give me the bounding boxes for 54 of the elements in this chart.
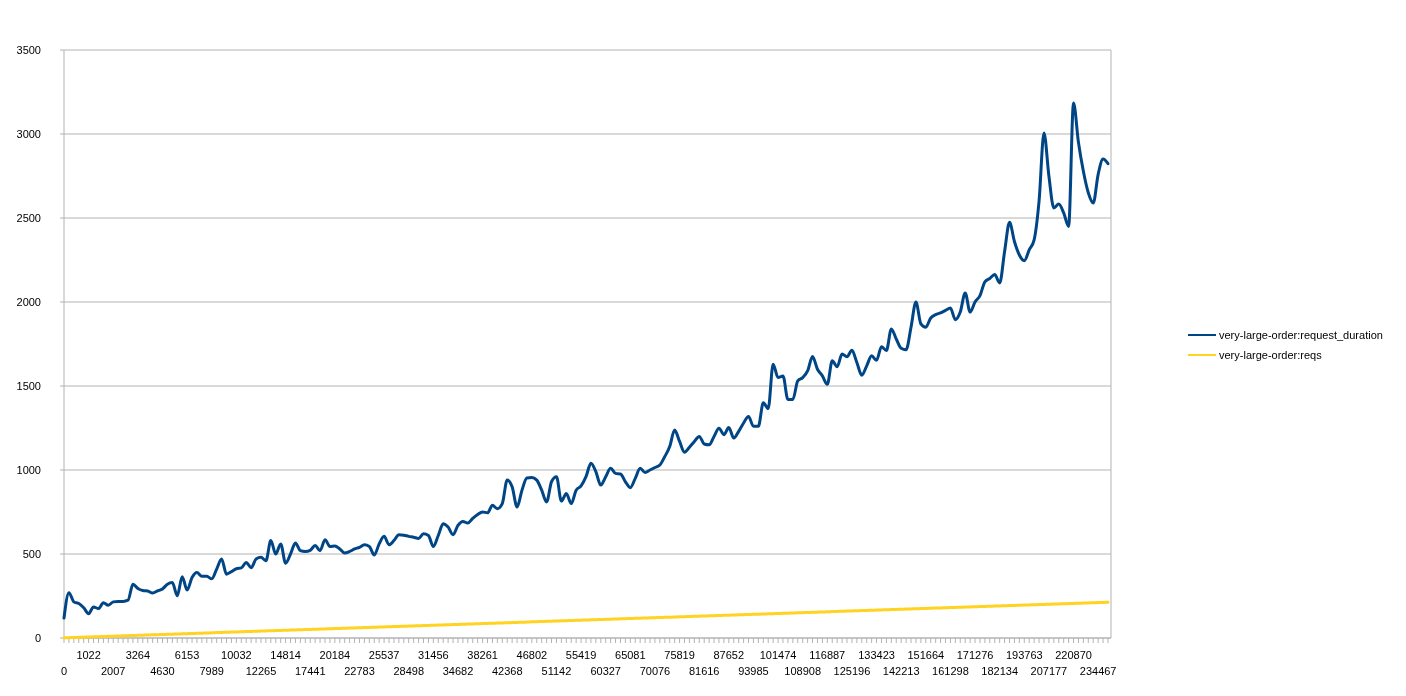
line-series xyxy=(62,101,1110,620)
y-tick-label: 3500 xyxy=(16,43,41,56)
y-tick-label: 0 xyxy=(34,631,41,644)
x-tick-label: 87652 xyxy=(713,649,745,661)
x-tick-label: 4630 xyxy=(150,665,175,677)
y-tick-label: 500 xyxy=(22,547,41,560)
x-tick-label: 193763 xyxy=(1005,649,1043,661)
y-tick-label: 3000 xyxy=(16,127,41,140)
x-tick-label: 101474 xyxy=(759,649,797,661)
x-tick-label: 34682 xyxy=(442,665,474,677)
x-tick-label: 20184 xyxy=(319,649,351,661)
x-tick-label: 125196 xyxy=(833,665,871,677)
y-tick-label: 1500 xyxy=(16,379,41,392)
x-tick-label: 220870 xyxy=(1055,649,1092,661)
x-tick-label: 234467 xyxy=(1079,665,1117,677)
x-tick-label: 2007 xyxy=(101,665,126,677)
x-tick-label: 46802 xyxy=(516,649,548,661)
x-tick-label: 81616 xyxy=(688,665,720,677)
x-tick-label: 142213 xyxy=(882,665,920,677)
y-tick-label: 2500 xyxy=(16,211,41,224)
x-tick-label: 207177 xyxy=(1030,665,1068,677)
x-tick-label: 182134 xyxy=(981,665,1019,677)
x-tick-label: 7989 xyxy=(199,665,224,677)
x-tick-label: 31456 xyxy=(418,649,449,661)
x-tick-label: 3264 xyxy=(125,649,151,661)
x-tick-label: 22783 xyxy=(344,665,375,677)
x-tick-label: 108908 xyxy=(784,665,822,677)
x-tick-label: 10032 xyxy=(221,649,252,661)
x-tick-label: 38261 xyxy=(467,649,498,661)
legend-label: very-large-order:reqs xyxy=(1219,348,1323,361)
x-tick-label: 93985 xyxy=(738,665,769,677)
x-tick-label: 75819 xyxy=(664,649,695,661)
x-tick-label: 70076 xyxy=(639,665,671,677)
x-tick-label: 51142 xyxy=(541,665,572,677)
x-tick-label: 60327 xyxy=(590,665,621,677)
x-tick-label: 1022 xyxy=(76,649,101,661)
x-tick-label: 55419 xyxy=(565,649,597,661)
x-tick-label: 151664 xyxy=(907,649,945,661)
x-tick-label: 116887 xyxy=(809,649,846,661)
x-tick-label: 25537 xyxy=(368,649,400,661)
y-tick-label: 1000 xyxy=(16,463,41,476)
x-tick-label: 65081 xyxy=(615,649,646,661)
x-tick-label: 42368 xyxy=(491,665,523,677)
x-tick-label: 0 xyxy=(60,665,68,677)
x-tick-label: 12265 xyxy=(245,665,277,677)
x-tick-label: 161298 xyxy=(932,665,969,677)
legend-label: very-large-order:request_duration xyxy=(1219,328,1383,341)
x-tick-label: 28498 xyxy=(393,665,425,677)
x-tick-label: 133423 xyxy=(858,649,895,661)
x-tick-label: 17441 xyxy=(294,665,326,677)
x-tick-label: 14814 xyxy=(270,649,301,661)
x-tick-label: 171276 xyxy=(956,649,994,661)
y-tick-label: 2000 xyxy=(16,295,41,308)
x-tick-label: 6153 xyxy=(174,649,200,661)
